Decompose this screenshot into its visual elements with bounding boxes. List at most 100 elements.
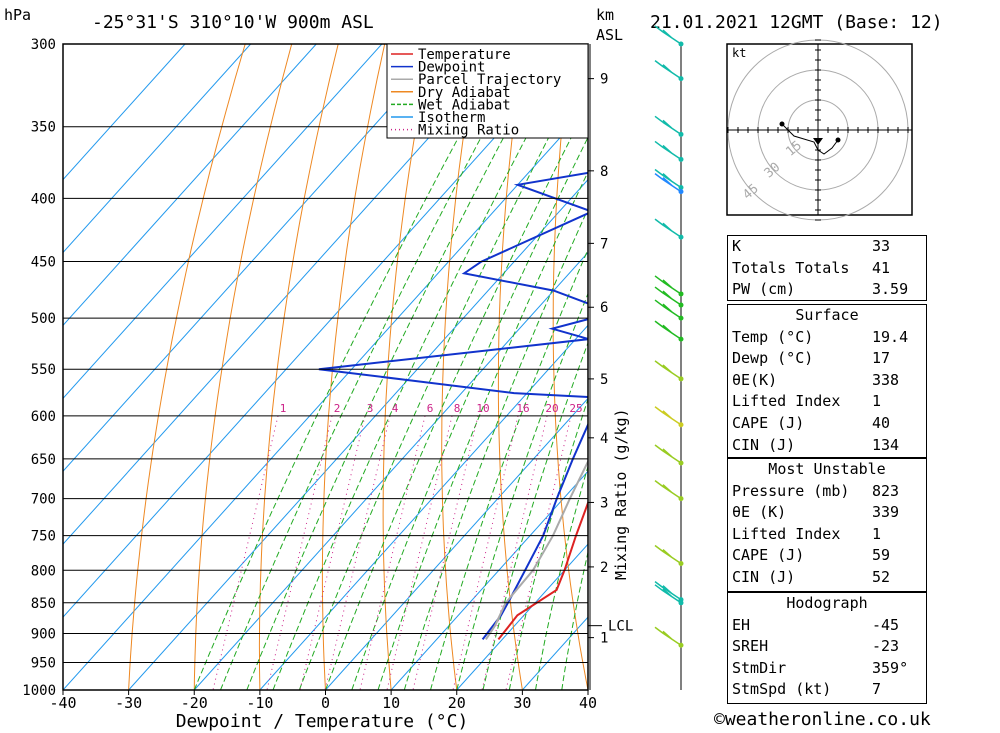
index-label: CAPE (J) [732, 546, 805, 565]
axes: 1 2 3 4 6 8 10 16 20 2530035040045050055060065070… [22, 37, 633, 712]
dry-adiabat-line [552, 44, 588, 690]
isotherm-line [63, 44, 383, 400]
index-value: 7 [872, 680, 882, 699]
index-value: 339 [872, 503, 900, 522]
index-row: SREH -23 [728, 636, 926, 658]
index-row: Lifted Index 1 [728, 524, 926, 546]
wind-barb-point [678, 131, 684, 137]
isotherm-line [456, 543, 588, 690]
isotherm-line [193, 251, 588, 690]
height-tick-label: 2 [600, 560, 608, 576]
index-label: Temp (°C) [732, 327, 814, 346]
hodograph-indices-table: Hodograph EH -45 SREH -23 StmDir 359° StmSpd (k… [727, 592, 927, 704]
temperature-line [497, 500, 588, 641]
x-tick-label: -20 [181, 694, 208, 712]
height-tick-label: 3 [600, 495, 608, 511]
pressure-tick-label: 1000 [22, 683, 56, 699]
wet-adiabat-line [298, 61, 588, 690]
index-row: StmDir 359° [728, 658, 926, 680]
wind-barb [654, 320, 682, 340]
isotherm-line [259, 324, 588, 690]
isotherm-line [63, 105, 588, 690]
index-label: SREH [732, 637, 769, 656]
legend-entry-label: Mixing Ratio [418, 123, 519, 139]
mixing-ratio-line [212, 415, 279, 690]
isotherm-line [325, 397, 588, 690]
wet-adiabat-line [561, 550, 588, 690]
pressure-tick-label: 500 [31, 311, 56, 327]
isotherm-line [63, 44, 448, 472]
index-value: 41 [872, 258, 891, 277]
index-label: Totals Totals [732, 258, 850, 277]
dry-adiabat-line [441, 44, 479, 690]
wind-barb-point [678, 302, 684, 308]
index-row: EH -45 [728, 615, 926, 637]
legend-entry-label: Temperature [418, 47, 511, 63]
index-row: PW (cm) 3.59 [728, 279, 926, 301]
index-row: θE(K) 338 [728, 370, 926, 392]
index-row: Lifted Index 1 [728, 391, 926, 413]
wind-barb [654, 299, 682, 319]
wind-barb [654, 626, 682, 646]
index-label: Lifted Index [732, 392, 841, 411]
mixing-ratio-label: 4 [392, 402, 399, 415]
hodograph-point [835, 137, 841, 143]
wet-adiabat-line [535, 464, 588, 690]
index-label: K [732, 237, 742, 255]
mixing-ratio-line [359, 415, 426, 690]
pressure-tick-label: 300 [31, 37, 56, 53]
hodograph-trace [781, 123, 839, 155]
pressure-tick-label: 450 [31, 255, 56, 271]
index-row: CIN (J) 52 [728, 567, 926, 589]
height-tick-label: 6 [600, 300, 608, 316]
wind-barb-point [678, 189, 684, 195]
mixing-ratio-label: 2 [334, 402, 341, 415]
index-row: θE (K) 339 [728, 502, 926, 524]
index-row: CIN (J) 134 [728, 435, 926, 457]
index-row: CAPE (J) 59 [728, 545, 926, 567]
wind-barb-profile [654, 25, 684, 690]
hpa-unit-label: hPa [4, 6, 31, 24]
mixing-ratio-line [452, 415, 519, 690]
isotherm-line [63, 44, 580, 618]
x-tick-label: 0 [321, 694, 330, 712]
wind-barb [654, 286, 682, 306]
wet-adiabat-line [325, 103, 588, 690]
credit-label: ©weatheronline.co.uk [714, 709, 931, 730]
most-unstable-table: Most Unstable Pressure (mb) 823 θE (K) 339 Li… [727, 458, 927, 592]
index-value: 17 [872, 349, 891, 368]
wet-adiabat-line [193, 44, 510, 690]
index-label: CIN (J) [732, 435, 796, 454]
index-row: Dewp (°C) 17 [728, 348, 926, 370]
dry-adiabat-line [128, 44, 246, 690]
wind-barb [654, 275, 682, 295]
height-tick-label: 7 [600, 236, 608, 252]
index-value: -23 [872, 637, 900, 656]
index-label: StmSpd (kt) [732, 680, 832, 699]
mixing-ratio-line [324, 415, 391, 690]
hodograph-point [779, 121, 785, 127]
height-tick-label: 9 [600, 72, 608, 88]
wind-barb [654, 115, 682, 135]
index-value: 338 [872, 370, 900, 389]
mixing-ratio-label: 3 [367, 402, 374, 415]
index-label: EH [732, 615, 751, 634]
index-label: PW (cm) [732, 280, 796, 299]
index-value: 33 [872, 237, 891, 255]
x-tick-label: -30 [115, 694, 142, 712]
pressure-tick-label: 650 [31, 452, 56, 468]
wind-barb-point [678, 496, 684, 502]
wind-barb [654, 60, 682, 80]
height-tick-label: 5 [600, 372, 608, 388]
mixing-ratio-line [299, 415, 366, 690]
pressure-tick-label: 550 [31, 362, 56, 378]
pressure-tick-label: 700 [31, 492, 56, 508]
pressure-tick-label: 800 [31, 563, 56, 579]
x-tick-label: 20 [448, 694, 466, 712]
storm-motion-marker [813, 138, 823, 145]
index-label: θE(K) [732, 370, 778, 389]
isotherm-line [128, 178, 588, 690]
pressure-tick-label: 900 [31, 626, 56, 642]
